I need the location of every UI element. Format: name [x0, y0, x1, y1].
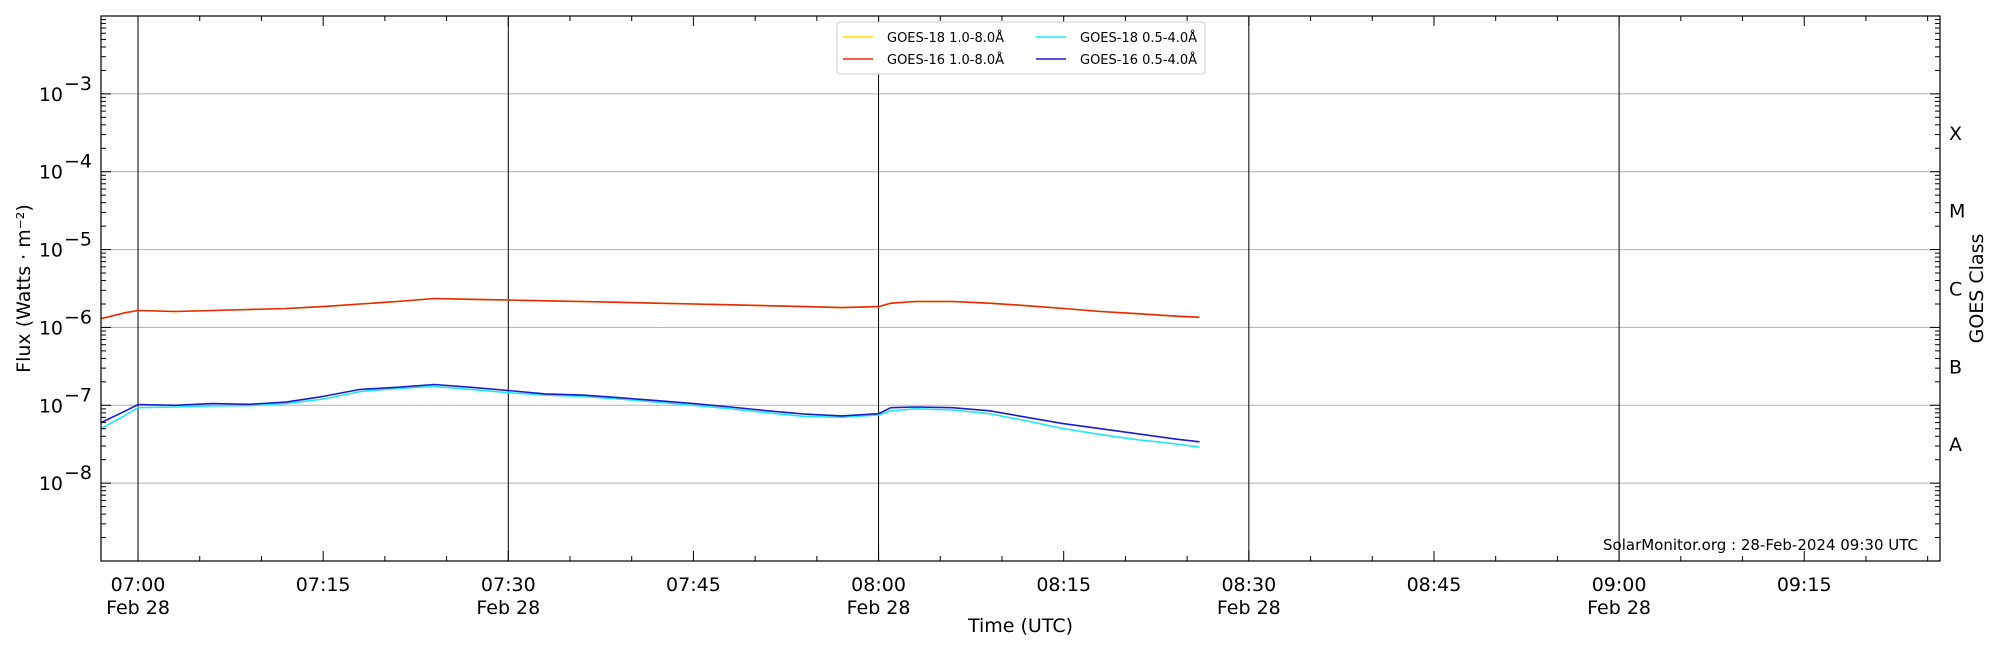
series-line: [100, 297, 1200, 320]
x-tick-label: 07:00: [111, 574, 166, 596]
plot-frame: [100, 15, 1941, 562]
legend-label: GOES-16 0.5-4.0Å: [1080, 52, 1197, 68]
right-axis-title: GOES Class: [1966, 234, 1988, 344]
ticks: [101, 16, 1940, 562]
y-tick-label: 10: [39, 84, 63, 106]
x-tick-label: 09:00: [1592, 574, 1647, 596]
goes-class-label: X: [1949, 123, 1962, 145]
legend-label: GOES-18 0.5-4.0Å: [1080, 30, 1197, 46]
x-tick-label: 08:30: [1221, 574, 1276, 596]
legend-label: GOES-18 1.0-8.0Å: [887, 30, 1004, 46]
legend-label: GOES-16 1.0-8.0Å: [887, 52, 1004, 68]
x-tick-date-label: Feb 28: [1217, 597, 1281, 619]
x-tick-label: 07:15: [296, 574, 351, 596]
legend: GOES-18 1.0-8.0Å GOES-16 1.0-8.0Å GOES-18 …: [836, 21, 1206, 75]
goes-class-label: A: [1949, 434, 1962, 456]
series-line: [100, 383, 1200, 443]
y-tick-exponent: −3: [64, 73, 92, 95]
x-tick-label: 09:15: [1777, 574, 1832, 596]
y-tick-exponent: −8: [64, 462, 92, 484]
y-tick-exponent: −7: [64, 384, 92, 406]
series-lines: [100, 297, 1200, 448]
goes-class-label: C: [1949, 279, 1962, 301]
y-tick-label: 10: [39, 162, 63, 184]
y-tick-label: 10: [39, 473, 63, 495]
x-tick-date-label: Feb 28: [106, 597, 170, 619]
x-tick-date-label: Feb 28: [847, 597, 911, 619]
x-tick-date-label: Feb 28: [476, 597, 540, 619]
credit-text: SolarMonitor.org : 28-Feb-2024 09:30 UTC: [1603, 536, 1918, 554]
y-tick-exponent: −6: [64, 306, 92, 328]
goes-class-label: B: [1949, 356, 1962, 378]
x-tick-date-label: Feb 28: [1587, 597, 1651, 619]
goes-class-labels: X M C B A: [1949, 123, 1965, 456]
legend-box: [836, 21, 1206, 75]
y-tick-label: 10: [39, 395, 63, 417]
y-tick-exponent: −4: [64, 151, 92, 173]
grid: [101, 16, 1940, 561]
x-tick-label: 07:45: [666, 574, 721, 596]
goes-class-label: M: [1949, 201, 1965, 223]
series-line: [100, 385, 1200, 448]
x-axis-title: Time (UTC): [967, 615, 1073, 637]
y-tick-label: 10: [39, 240, 63, 262]
x-tick-label: 08:00: [851, 574, 906, 596]
x-tick-label: 08:15: [1036, 574, 1091, 596]
x-tick-label: 07:30: [481, 574, 536, 596]
y-axis-title: Flux (Watts · m⁻²): [13, 204, 35, 373]
x-tick-label: 08:45: [1407, 574, 1462, 596]
y-tick-exponent: −5: [64, 229, 92, 251]
y-tick-label: 10: [39, 317, 63, 339]
y-tick-labels: 10 −310 −410−510−610−710−8: [39, 73, 92, 495]
